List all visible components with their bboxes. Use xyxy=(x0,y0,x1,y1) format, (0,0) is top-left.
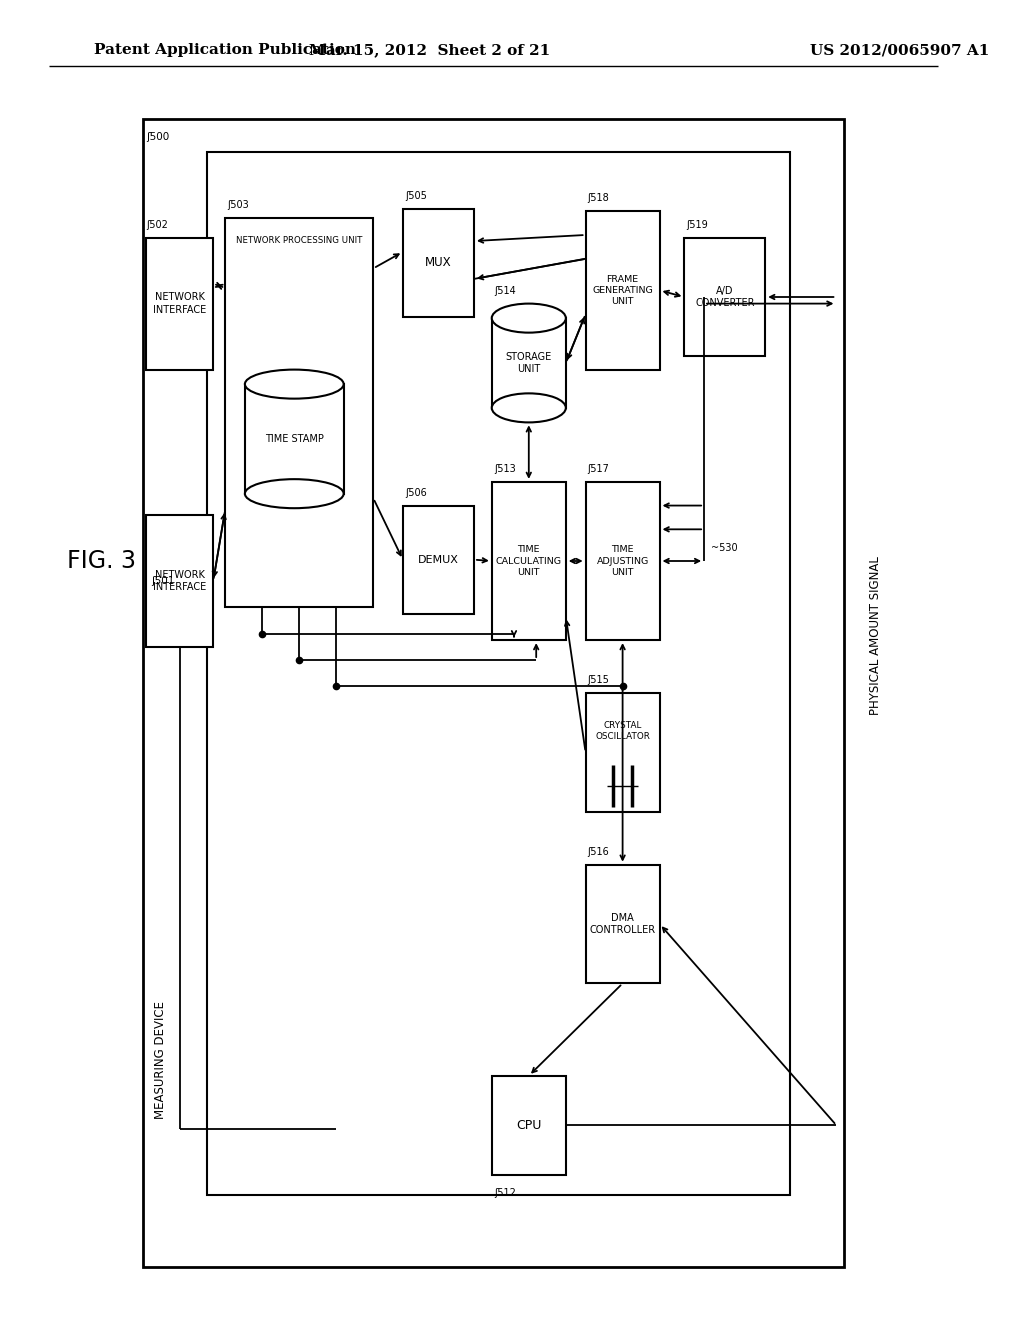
Text: DEMUX: DEMUX xyxy=(418,554,459,565)
Ellipse shape xyxy=(492,393,566,422)
Text: NETWORK
INTERFACE: NETWORK INTERFACE xyxy=(154,293,207,314)
Text: FIG. 3: FIG. 3 xyxy=(68,549,136,573)
Bar xyxy=(492,318,566,408)
Text: ʃ519: ʃ519 xyxy=(686,219,708,230)
Bar xyxy=(143,119,845,1267)
Text: TIME
CALCULATING
UNIT: TIME CALCULATING UNIT xyxy=(496,545,562,577)
Text: US 2012/0065907 A1: US 2012/0065907 A1 xyxy=(810,44,989,57)
Text: ʃ513: ʃ513 xyxy=(494,463,515,474)
Bar xyxy=(402,209,474,317)
Ellipse shape xyxy=(245,479,344,508)
Text: MEASURING DEVICE: MEASURING DEVICE xyxy=(155,1002,168,1119)
Text: NETWORK PROCESSING UNIT: NETWORK PROCESSING UNIT xyxy=(236,236,362,246)
Bar xyxy=(245,384,344,494)
Bar xyxy=(208,152,790,1195)
Text: ʃ517: ʃ517 xyxy=(588,463,609,474)
Text: TIME STAMP: TIME STAMP xyxy=(265,434,324,444)
Text: A/D
CONVERTER: A/D CONVERTER xyxy=(695,286,755,308)
Text: ʃ503: ʃ503 xyxy=(227,199,249,210)
Text: CRYSTAL
OSCILLATOR: CRYSTAL OSCILLATOR xyxy=(595,721,650,741)
Text: PHYSICAL AMOUNT SIGNAL: PHYSICAL AMOUNT SIGNAL xyxy=(869,556,883,715)
Text: ʃ501: ʃ501 xyxy=(152,576,174,586)
Bar xyxy=(402,506,474,614)
Text: STORAGE
UNIT: STORAGE UNIT xyxy=(506,352,552,374)
Bar xyxy=(586,693,659,812)
Text: ʃ518: ʃ518 xyxy=(588,193,609,203)
Text: ʃ500: ʃ500 xyxy=(146,132,169,143)
Bar xyxy=(684,238,765,356)
Text: ʃ506: ʃ506 xyxy=(404,487,427,498)
Text: ʃ514: ʃ514 xyxy=(494,285,515,296)
Text: Mar. 15, 2012  Sheet 2 of 21: Mar. 15, 2012 Sheet 2 of 21 xyxy=(309,44,550,57)
Text: MUX: MUX xyxy=(425,256,452,269)
Ellipse shape xyxy=(245,370,344,399)
Text: CPU: CPU xyxy=(516,1119,542,1131)
Bar xyxy=(146,515,213,647)
Bar xyxy=(146,238,213,370)
Text: ~530: ~530 xyxy=(711,543,737,553)
Bar xyxy=(586,865,659,983)
Text: NETWORK
INTERFACE: NETWORK INTERFACE xyxy=(154,570,207,591)
Bar xyxy=(586,482,659,640)
Text: ʃ502: ʃ502 xyxy=(146,219,168,230)
Bar xyxy=(492,1076,566,1175)
Text: Patent Application Publication: Patent Application Publication xyxy=(94,44,355,57)
Ellipse shape xyxy=(492,304,566,333)
Text: ʃ512: ʃ512 xyxy=(494,1188,516,1199)
Text: ʃ515: ʃ515 xyxy=(588,675,609,685)
Text: TIME
ADJUSTING
UNIT: TIME ADJUSTING UNIT xyxy=(596,545,649,577)
Text: DMA
CONTROLLER: DMA CONTROLLER xyxy=(590,913,655,935)
Text: ʃ505: ʃ505 xyxy=(404,190,427,201)
Text: ʃ516: ʃ516 xyxy=(588,846,609,857)
Bar xyxy=(492,482,566,640)
Text: FRAME
GENERATING
UNIT: FRAME GENERATING UNIT xyxy=(592,275,653,306)
Bar xyxy=(586,211,659,370)
Bar xyxy=(225,218,374,607)
